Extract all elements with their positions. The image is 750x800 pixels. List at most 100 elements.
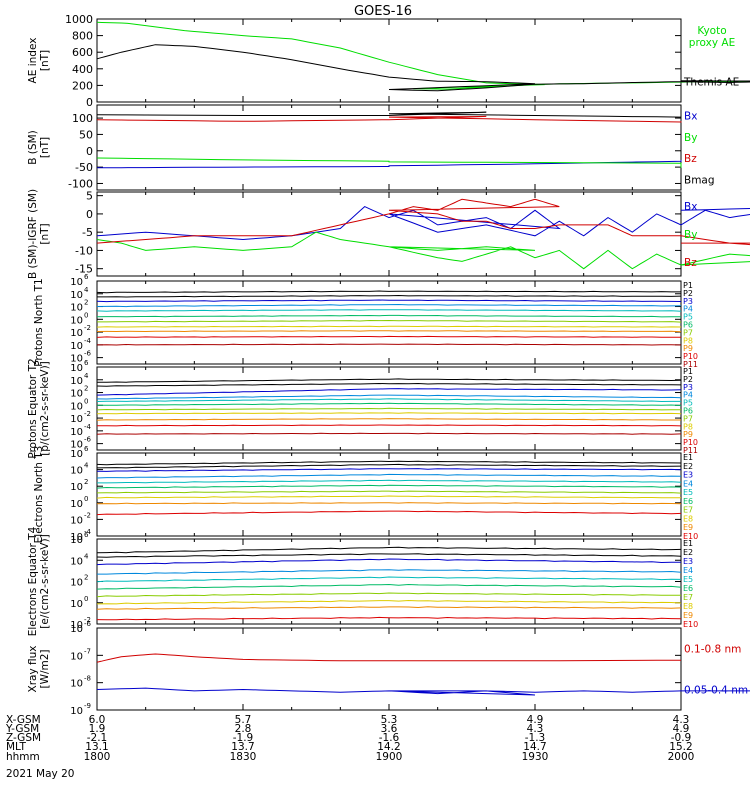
- ephemeris-value: 13.7: [231, 741, 254, 753]
- legend-label: Bmag: [684, 174, 715, 186]
- y-tick-label: 200: [72, 79, 93, 92]
- channel-line-p9: [96, 330, 682, 333]
- y-tick-exponent: -6: [84, 350, 92, 358]
- y-tick-label: 10: [70, 376, 83, 387]
- panel-frame: [96, 280, 682, 365]
- y-tick-label: 10: [70, 466, 83, 477]
- y-tick-exponent: 6: [84, 445, 89, 453]
- channel-label: E1: [683, 453, 693, 462]
- channel-label: E7: [683, 506, 693, 515]
- channel-line-e5: [96, 576, 682, 583]
- y-tick-label: 5: [86, 190, 93, 203]
- y-axis-label: [nT]: [39, 50, 51, 71]
- y-tick-exponent: 0: [84, 595, 88, 603]
- legend-label: Themis AE: [683, 76, 739, 88]
- ephemeris-value: 1830: [230, 751, 257, 763]
- ephemeris-row-label: X-GSM: [6, 714, 41, 726]
- channel-line-e10: [96, 510, 682, 516]
- y-tick-label: 10: [70, 449, 83, 460]
- series-line-bz: [96, 115, 682, 123]
- channel-label: P3: [683, 297, 693, 306]
- series-line-bmag: [96, 111, 682, 118]
- channel-line-e4: [97, 569, 682, 575]
- y-tick-exponent: 0: [84, 397, 88, 405]
- channel-label: E3: [683, 471, 693, 480]
- y-tick-exponent: -2: [84, 616, 91, 624]
- channel-label: P11: [683, 446, 698, 455]
- channel-line-p8: [96, 412, 682, 415]
- channel-line-p3: [96, 299, 682, 303]
- y-tick-exponent: 6: [84, 359, 89, 367]
- series-line-bx: [96, 206, 750, 241]
- channel-line-p8: [96, 325, 682, 328]
- y-tick-label: 50: [79, 128, 93, 141]
- channel-label: P10: [683, 352, 698, 361]
- panel-frame: [96, 191, 682, 277]
- y-tick-exponent: -2: [84, 324, 91, 332]
- channel-label: P1: [683, 281, 693, 290]
- y-tick-exponent: -4: [84, 337, 92, 345]
- ephemeris-value: 4.3: [527, 723, 544, 735]
- channel-line-e5: [97, 479, 682, 484]
- channel-label: E6: [683, 497, 693, 506]
- y-axis-label: Electrons Equator T4: [27, 526, 39, 636]
- ephemeris-row-label: hhmm: [6, 751, 40, 763]
- channel-label: E6: [683, 584, 693, 593]
- channel-label: P9: [683, 344, 693, 353]
- y-tick-label: 10: [70, 515, 83, 526]
- panel-frame: [96, 538, 682, 625]
- y-tick-label: 100: [72, 112, 93, 125]
- channel-label: E7: [683, 593, 693, 602]
- y-tick-label: 600: [72, 46, 93, 59]
- y-tick-label: 10: [70, 679, 83, 690]
- y-tick-exponent: 6: [84, 531, 89, 539]
- y-tick-label: 800: [72, 30, 93, 43]
- series-line-0-1-0-8-nm: [96, 653, 681, 663]
- channel-label: E10: [683, 620, 698, 629]
- ephemeris-value: 13.1: [85, 741, 108, 753]
- y-axis-label: [nT]: [39, 137, 51, 158]
- y-tick-label: -50: [75, 161, 93, 174]
- channel-label: P10: [683, 438, 698, 447]
- y-tick-label: 10: [70, 354, 83, 365]
- channel-line-e8: [96, 495, 681, 499]
- channel-label: P8: [683, 336, 693, 345]
- y-tick-label: 10: [70, 363, 83, 374]
- y-tick-exponent: 4: [84, 372, 89, 380]
- ephemeris-row-label: MLT: [6, 741, 26, 753]
- channel-label: P8: [683, 422, 693, 431]
- y-tick-label: 10: [70, 482, 83, 493]
- y-axis-label: Xray flux: [27, 646, 39, 693]
- channel-line-p7: [96, 407, 682, 411]
- y-tick-exponent: -4: [84, 423, 92, 431]
- ephemeris-value: 4.3: [673, 714, 690, 726]
- y-tick-label: 10: [70, 535, 83, 546]
- y-tick-label: 10: [70, 624, 83, 635]
- channel-line-e3: [96, 468, 682, 472]
- channel-line-e4: [96, 473, 682, 479]
- y-tick-label: -100: [68, 177, 93, 190]
- channel-line-p5: [96, 398, 681, 403]
- series-line-themis-ae: [96, 44, 750, 92]
- ephemeris-value: 1800: [84, 751, 111, 763]
- y-axis-label: Electrons North T3: [33, 446, 45, 544]
- channel-line-p2: [97, 294, 682, 298]
- channel-line-e10: [96, 616, 682, 621]
- ephemeris-value: 15.2: [669, 741, 692, 753]
- y-tick-exponent: 4: [84, 552, 89, 560]
- channel-line-e3: [96, 558, 682, 566]
- channel-line-e7: [96, 490, 682, 494]
- channel-line-e6: [96, 484, 682, 489]
- ephemeris-value: 2.8: [235, 723, 252, 735]
- y-tick-exponent: -2: [84, 511, 91, 519]
- series-line-bz: [96, 198, 750, 246]
- y-tick-label: 10: [70, 277, 83, 288]
- ephemeris-row-label: Y-GSM: [5, 723, 39, 735]
- y-tick-label: 10: [70, 706, 83, 717]
- ephemeris-value: 1900: [376, 751, 403, 763]
- channel-line-p9: [96, 418, 681, 421]
- y-tick-exponent: -9: [84, 702, 91, 710]
- y-tick-exponent: 2: [84, 299, 88, 307]
